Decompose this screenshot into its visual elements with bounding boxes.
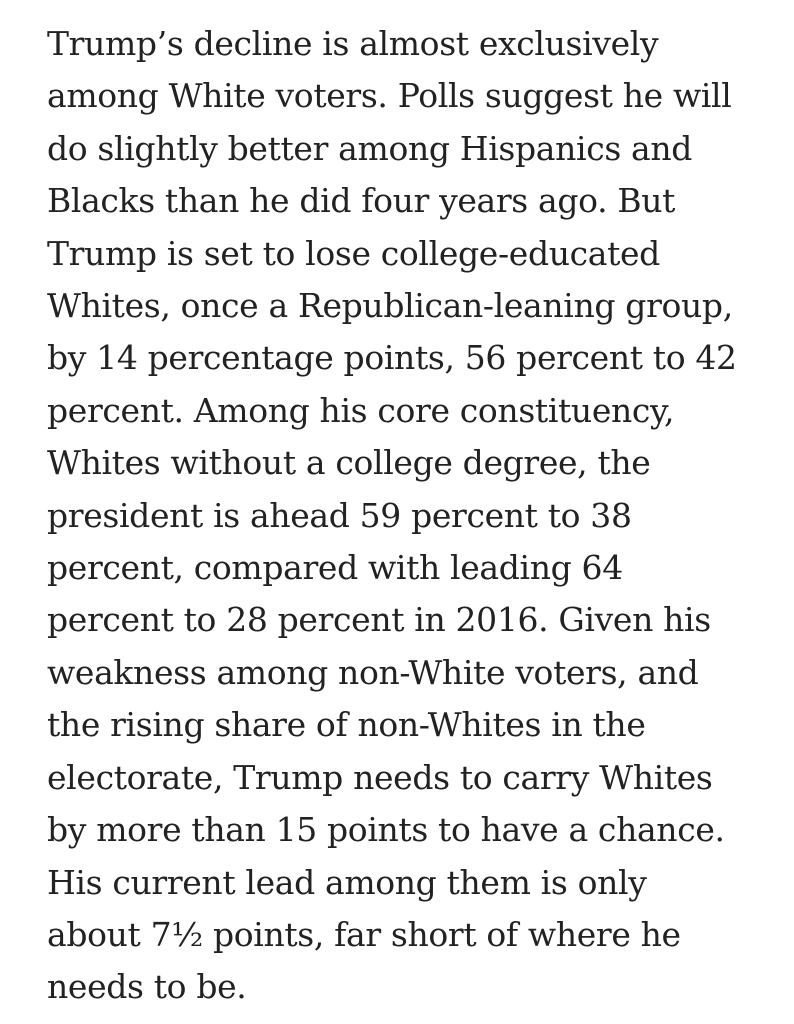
paragraph-line: about 7½ points, far short of where he: [47, 914, 681, 954]
paragraph-line: Trump’s decline is almost exclusively: [47, 24, 659, 63]
paragraph-line: needs to be.: [47, 967, 247, 1007]
paragraph-line: by more than 15 points to have a chance.: [47, 810, 725, 850]
paragraph-line: the rising share of non-Whites in the: [47, 705, 646, 745]
paragraph-line: percent to 28 percent in 2016. Given his: [47, 600, 711, 640]
paragraph-line: weakness among non-White voters, and: [47, 652, 699, 692]
article-paragraph: Trump’s decline is almost exclusively am…: [47, 18, 787, 1014]
paragraph-line: percent, compared with leading 64: [47, 548, 623, 588]
paragraph-line: Whites without a college degree, the: [47, 443, 651, 483]
paragraph-line: do slightly better among Hispanics and: [47, 128, 693, 168]
paragraph-line: His current lead among them is only: [47, 862, 647, 902]
paragraph-line: among White voters. Polls suggest he wil…: [47, 76, 732, 116]
paragraph-line: by 14 percentage points, 56 percent to 4…: [47, 338, 737, 378]
paragraph-line: Trump is set to lose college-educated: [47, 233, 660, 273]
paragraph-line: Whites, once a Republican-leaning group,: [47, 286, 733, 326]
paragraph-line: percent. Among his core constituency,: [47, 390, 675, 430]
paragraph-line: president is ahead 59 percent to 38: [47, 495, 632, 535]
paragraph-line: electorate, Trump needs to carry Whites: [47, 757, 713, 797]
paragraph-line: Blacks than he did four years ago. But: [47, 181, 676, 221]
